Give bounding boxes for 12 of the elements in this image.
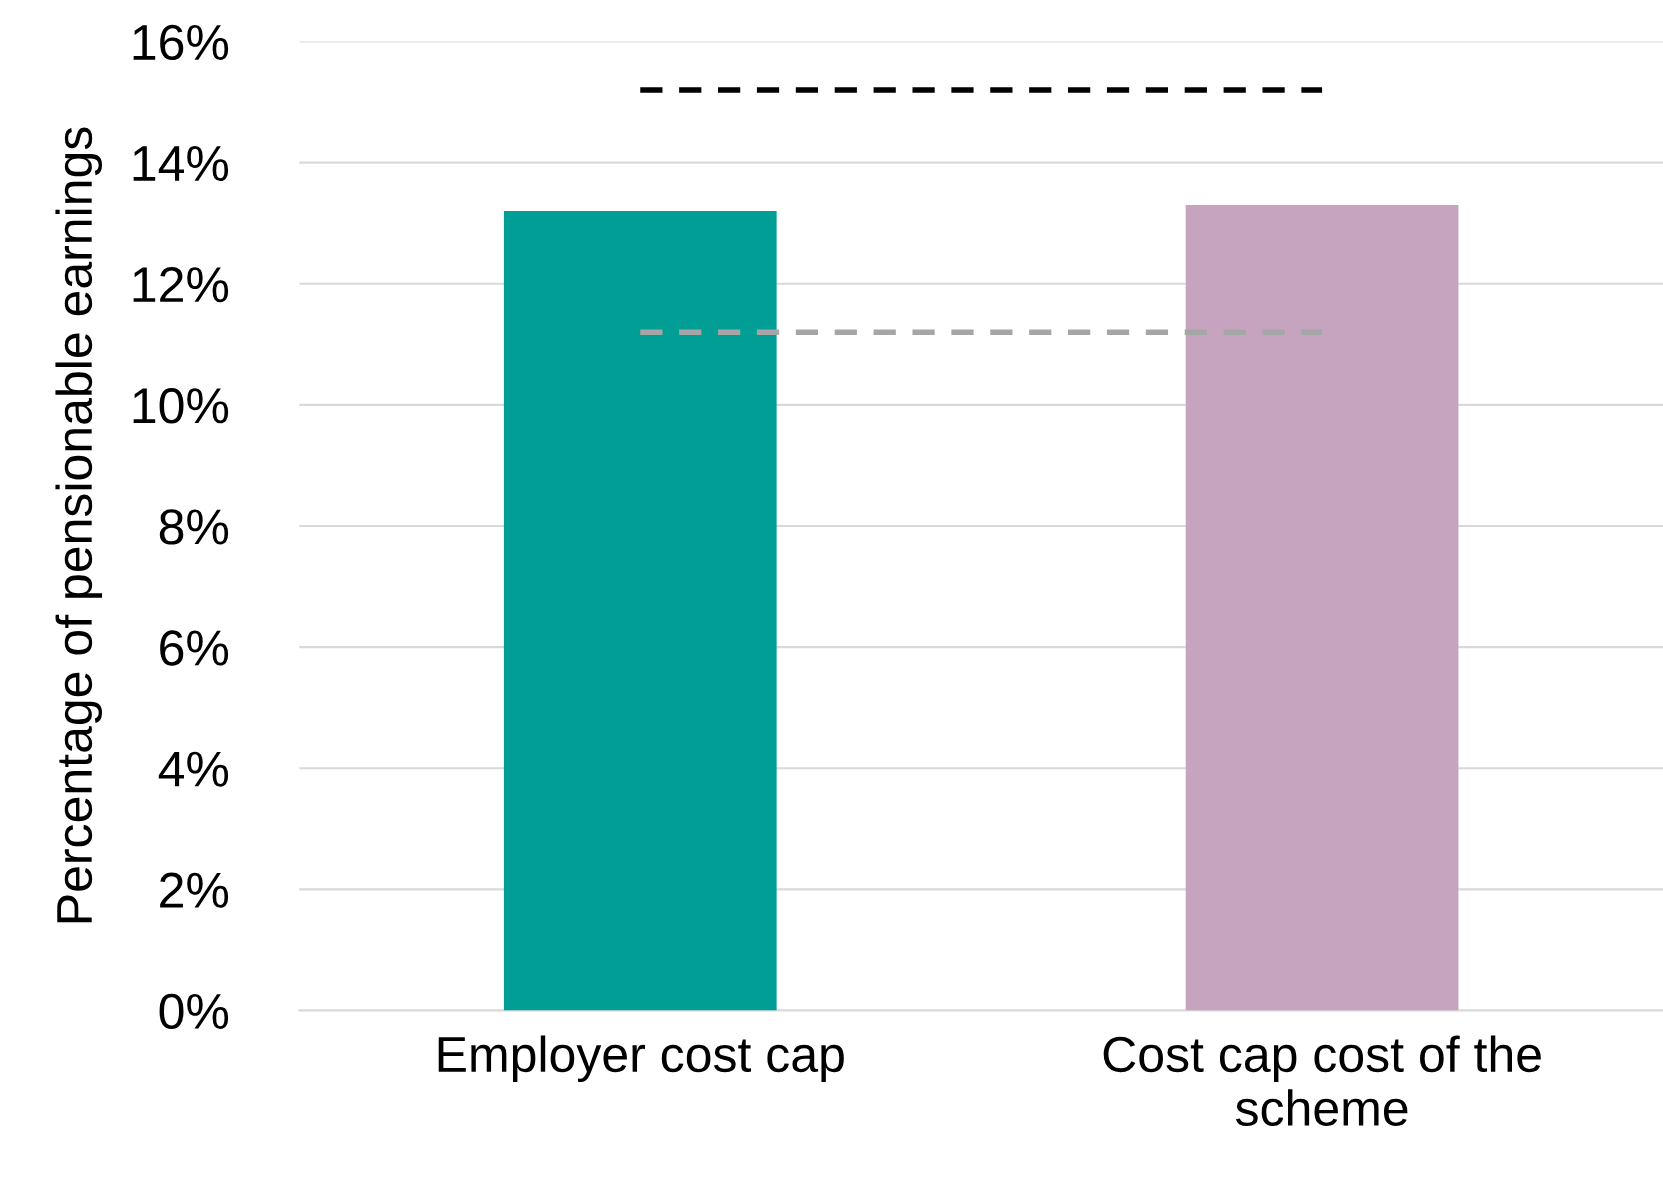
y-tick-label: 2% bbox=[160, 872, 229, 908]
y-axis-title: Percentage of pensionable earnings bbox=[55, 127, 103, 923]
y-tick-label: 0% bbox=[159, 993, 229, 1030]
x-tick-label: Cost cap cost of the scheme bbox=[1103, 1035, 1541, 1127]
y-tick-label: 4% bbox=[158, 751, 229, 787]
y-tick-label: 14% bbox=[133, 146, 229, 182]
x-tick-label: Employer cost cap bbox=[438, 1035, 844, 1083]
y-tick-label: 6% bbox=[160, 630, 229, 666]
y-tick-label: 16% bbox=[133, 24, 229, 61]
y-tick-label: 12% bbox=[133, 266, 229, 303]
y-tick-label: 10% bbox=[133, 388, 229, 424]
y-tick-label: 8% bbox=[159, 509, 229, 545]
